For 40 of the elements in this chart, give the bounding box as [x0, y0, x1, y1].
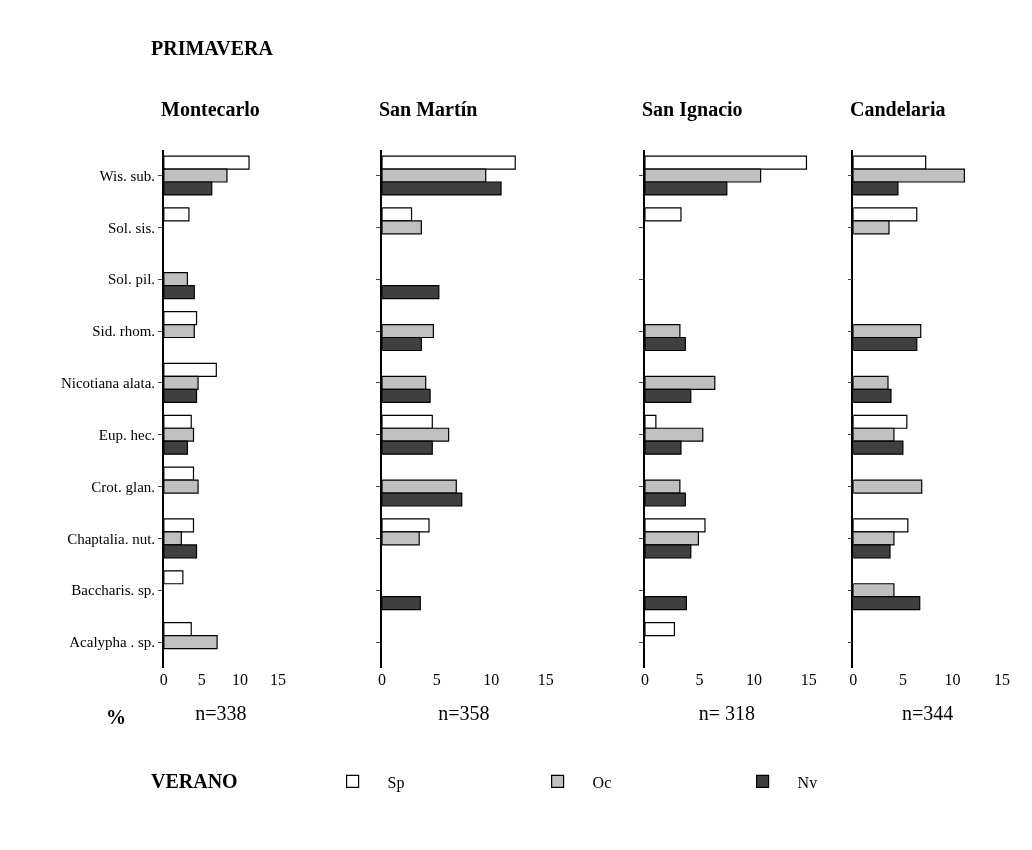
y-tick-label: Wis. sub.	[99, 167, 156, 184]
x-axis-title: n=344	[902, 701, 954, 724]
text: %	[106, 706, 126, 728]
x-tick-label: 10	[483, 671, 500, 688]
y-tick-label: Baccharis. sp.	[71, 582, 156, 599]
y-tick-label: Acalypha . sp.	[69, 634, 156, 651]
x-tick-label: 5	[197, 671, 206, 688]
y-tick-label: Nicotiana alata.	[60, 375, 156, 392]
x-tick-label: 10	[231, 671, 248, 688]
x-tick-label: 5	[898, 671, 907, 688]
legend-label: Sp	[387, 773, 405, 792]
chart-title: Montecarlo	[161, 98, 260, 120]
chart-title: San Ignacio	[642, 98, 743, 121]
y-tick-label: Crot. glan.	[91, 478, 156, 495]
x-axis-title: n=358	[438, 701, 490, 724]
y-tick-label: Sol. pil.	[107, 271, 156, 288]
chart-title: San Martín	[379, 98, 478, 120]
x-tick-label: 0	[378, 671, 387, 688]
text: VERANO	[151, 770, 238, 792]
y-tick-label: Sid. rhom.	[92, 323, 156, 340]
x-tick-label: 0	[849, 671, 858, 688]
legend-label: Nv	[797, 773, 818, 791]
y-tick-label: Chaptalia. nut.	[67, 530, 156, 547]
x-tick-label: 15	[800, 671, 817, 688]
y-tick-label: Sol. sis.	[107, 219, 156, 236]
x-tick-label: 15	[994, 671, 1011, 688]
x-axis-title: n=338	[195, 701, 247, 724]
chart-title: Candelaria	[850, 98, 946, 120]
legend-label: Oc	[592, 773, 612, 791]
x-axis-title: n= 318	[698, 701, 755, 724]
x-tick-label: 10	[746, 671, 763, 688]
x-tick-label: 0	[640, 671, 649, 688]
x-tick-label: 10	[944, 671, 961, 688]
x-tick-label: 5	[695, 671, 704, 688]
y-tick-label: Eup. hec.	[98, 426, 156, 443]
x-tick-label: 0	[159, 671, 168, 688]
x-tick-label: 15	[537, 671, 554, 688]
x-tick-label: 5	[432, 671, 441, 688]
text: PRIMAVERA	[151, 37, 274, 59]
x-tick-label: 15	[269, 671, 286, 688]
